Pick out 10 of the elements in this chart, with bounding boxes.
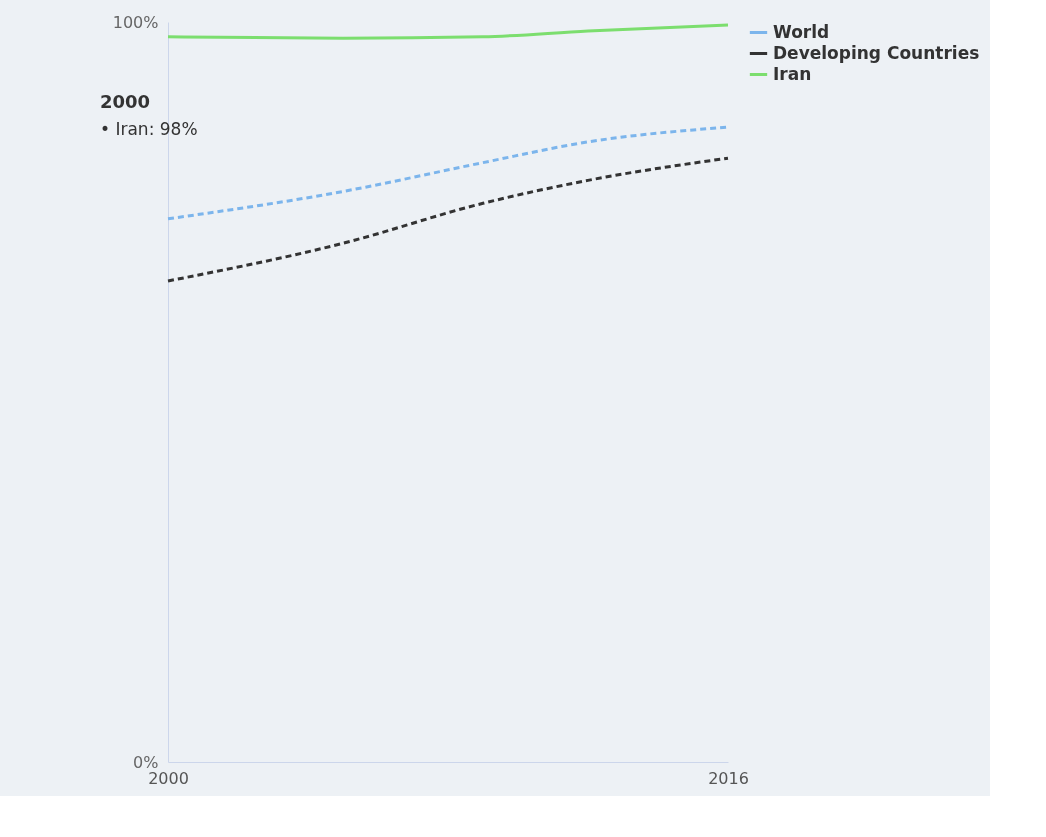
y-tick-label: 0% bbox=[133, 752, 159, 772]
line-series bbox=[166, 156, 730, 283]
text: 2000 bbox=[100, 91, 151, 112]
y-tick-label: 100% bbox=[112, 12, 159, 32]
annotation: • Iran: 98% bbox=[100, 119, 198, 139]
legend-label: Iran bbox=[773, 63, 812, 84]
line-series bbox=[166, 23, 730, 40]
legend-label: World bbox=[773, 21, 830, 42]
legend-label: Developing Countries bbox=[773, 42, 980, 63]
x-tick-label: 2016 bbox=[708, 768, 749, 788]
